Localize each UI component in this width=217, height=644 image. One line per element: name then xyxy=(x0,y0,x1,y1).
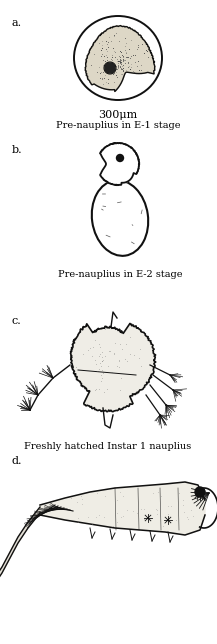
Text: Pre-nauplius in E-1 stage: Pre-nauplius in E-1 stage xyxy=(56,121,180,130)
Ellipse shape xyxy=(92,180,148,256)
Text: b.: b. xyxy=(12,145,23,155)
Circle shape xyxy=(195,487,205,497)
Text: 300μm: 300μm xyxy=(98,110,138,120)
Text: Pre-nauplius in E-2 stage: Pre-nauplius in E-2 stage xyxy=(58,270,182,279)
Circle shape xyxy=(117,155,123,162)
Ellipse shape xyxy=(74,16,162,100)
Polygon shape xyxy=(85,26,155,91)
Circle shape xyxy=(105,63,115,73)
Polygon shape xyxy=(0,507,40,631)
Text: Freshly hatched Instar 1 nauplius: Freshly hatched Instar 1 nauplius xyxy=(24,442,192,451)
Polygon shape xyxy=(71,323,156,412)
Polygon shape xyxy=(100,143,139,185)
Polygon shape xyxy=(40,482,205,535)
Text: a.: a. xyxy=(12,18,22,28)
Text: c.: c. xyxy=(12,316,22,326)
Text: d.: d. xyxy=(12,456,23,466)
